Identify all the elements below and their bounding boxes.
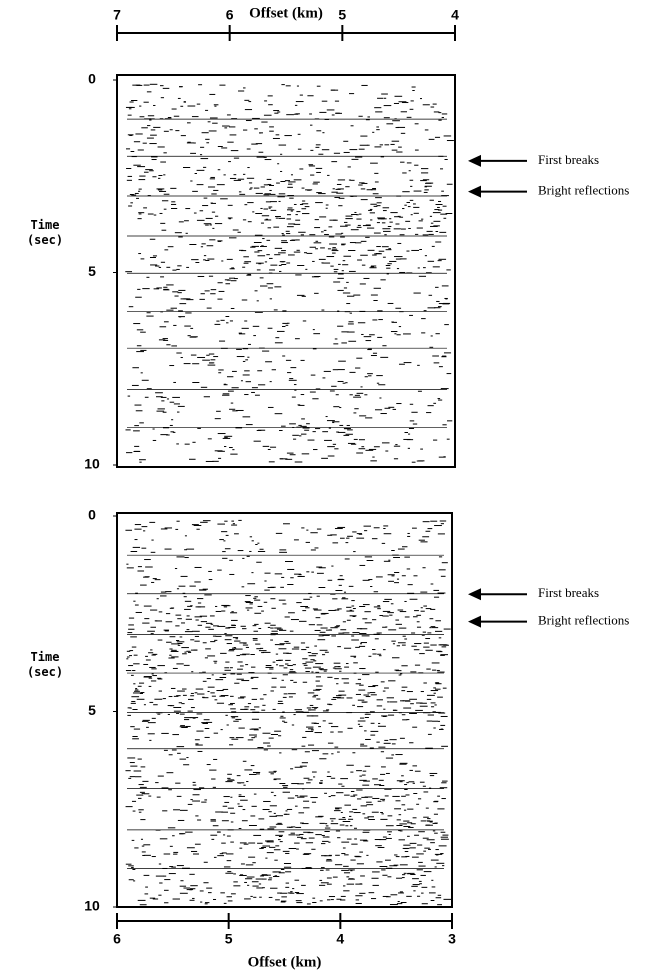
y-tick-label: 0 [88, 507, 96, 523]
x-tick-label: 4 [451, 7, 459, 23]
annotation-text: First breaks [538, 152, 599, 167]
seismic-texture [125, 83, 454, 463]
annotation-text: Bright reflections [538, 183, 629, 198]
arrow-head [468, 615, 481, 628]
x-tick-label: 7 [113, 7, 121, 23]
seismic-texture [125, 519, 452, 906]
plot-frame [116, 74, 456, 468]
x-axis-title: Offset (km) [248, 954, 322, 970]
y-tick-label: 5 [88, 702, 96, 718]
y-tick-label: 10 [84, 456, 100, 472]
plot-frame [116, 512, 453, 908]
y-tick-label: 5 [88, 263, 96, 279]
annotation-text: First breaks [538, 585, 599, 600]
x-tick-label: 5 [338, 7, 346, 23]
x-tick-label: 6 [113, 931, 121, 947]
x-tick-label: 3 [448, 931, 456, 947]
arrow-head [468, 185, 481, 198]
x-tick-label: 5 [225, 931, 233, 947]
arrow-head [468, 154, 481, 167]
x-tick-label: 6 [226, 7, 234, 23]
annotation-text: Bright reflections [538, 613, 629, 628]
y-axis-title: Time (sec) [26, 650, 64, 679]
y-tick-label: 0 [88, 71, 96, 87]
y-tick-label: 10 [84, 898, 100, 914]
y-axis-title: Time (sec) [26, 218, 64, 247]
x-axis-title: Offset (km) [249, 5, 323, 21]
arrow-head [468, 588, 481, 601]
x-tick-label: 4 [336, 931, 344, 947]
